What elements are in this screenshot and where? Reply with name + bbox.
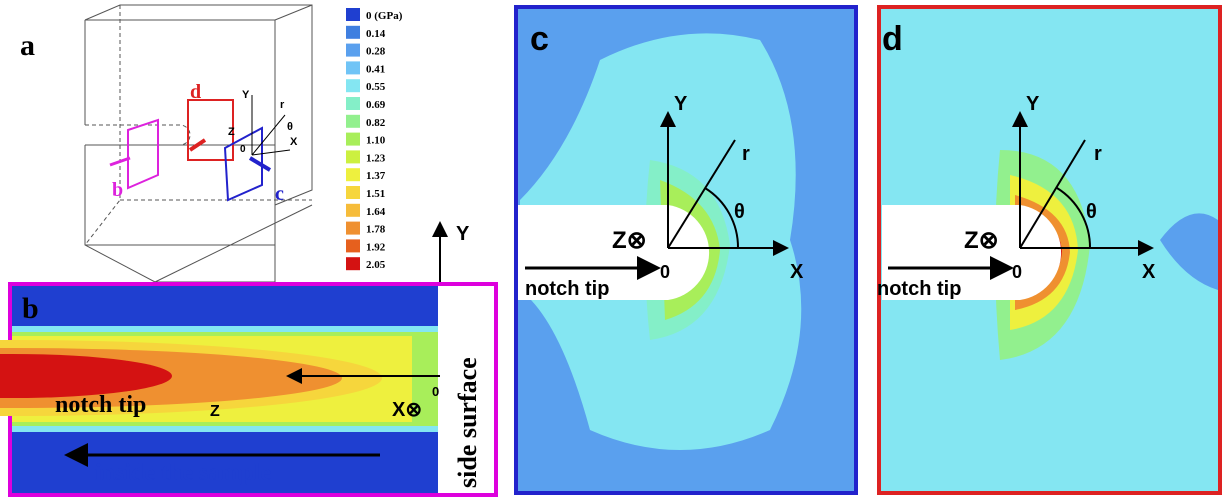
- label: Y: [674, 93, 688, 115]
- label: 0: [432, 384, 439, 399]
- panel-c: [514, 5, 858, 495]
- colorbar-label: 1.78: [366, 224, 386, 236]
- colorbar-label: 0.41: [366, 63, 385, 75]
- colorbar-label: 1.92: [366, 241, 386, 253]
- colorbar-label: 1.37: [366, 170, 386, 182]
- swatch: [346, 114, 360, 128]
- swatch: [346, 43, 360, 57]
- label: inside the sample: [95, 460, 271, 486]
- swatch: [346, 203, 360, 217]
- label: θ: [734, 201, 745, 223]
- axes: [525, 111, 1154, 280]
- swatch: [346, 25, 360, 39]
- colorbar-label: 1.23: [366, 152, 386, 164]
- axis-label: Y: [456, 223, 470, 245]
- label: c: [275, 183, 284, 205]
- colorbar-label: 1.10: [366, 135, 386, 147]
- colorbar-label: 0.28: [366, 46, 386, 58]
- label: d: [882, 20, 903, 58]
- label: b: [112, 179, 123, 201]
- label: Y: [1026, 93, 1040, 115]
- swatch: [346, 132, 360, 146]
- label: X: [790, 261, 804, 283]
- panel-label: a: [20, 29, 35, 62]
- label: r: [280, 99, 285, 111]
- colorbar-label: 0.69: [366, 99, 386, 111]
- label: 0: [660, 262, 670, 282]
- label: side surface: [453, 357, 482, 488]
- label: r: [1094, 143, 1102, 165]
- label: Z: [228, 126, 235, 138]
- label: Z⊗: [612, 227, 647, 254]
- label: θ: [1086, 201, 1097, 223]
- colorbar-label: 1.64: [366, 206, 386, 218]
- label: Z⊗: [964, 227, 999, 254]
- colorbar-label: 1.51: [366, 188, 385, 200]
- label: 0: [240, 144, 246, 155]
- swatch: [346, 97, 360, 110]
- panel-d: [877, 5, 1222, 495]
- label: notch tip: [55, 392, 146, 418]
- swatch: [346, 61, 360, 75]
- label: X: [1142, 261, 1156, 283]
- swatch: [346, 186, 360, 199]
- label: X⊗: [392, 399, 422, 421]
- panel-b: [0, 221, 498, 497]
- label: Y: [242, 89, 250, 101]
- label: 0: [1012, 262, 1022, 282]
- label: c: [530, 20, 549, 58]
- panel-a: [84, 4, 313, 283]
- label: r: [742, 143, 750, 165]
- swatch: [346, 221, 360, 235]
- swatch: [346, 8, 360, 21]
- label: d: [190, 81, 201, 103]
- panel-label: b: [22, 292, 39, 325]
- label: Z: [210, 403, 220, 420]
- colorbar: 0 (GPa) 0.14 0.28 0.41 0.55 0.69 0.82 1.10 1.23 1…: [346, 8, 403, 271]
- colorbar-label: 0.14: [366, 28, 386, 40]
- swatch: [346, 150, 360, 164]
- swatch: [346, 168, 360, 182]
- colorbar-label: 0 (GPa): [366, 10, 403, 22]
- colorbar-label: 0.55: [366, 81, 386, 93]
- label: notch tip: [877, 278, 961, 300]
- colorbar-label: 2.05: [366, 259, 386, 271]
- swatch: [346, 257, 360, 271]
- swatch: [346, 79, 360, 93]
- label: notch tip: [525, 278, 609, 300]
- colorbar-label: 0.82: [366, 117, 386, 129]
- label: θ: [287, 121, 293, 133]
- label: X: [290, 136, 298, 148]
- swatch: [346, 239, 360, 253]
